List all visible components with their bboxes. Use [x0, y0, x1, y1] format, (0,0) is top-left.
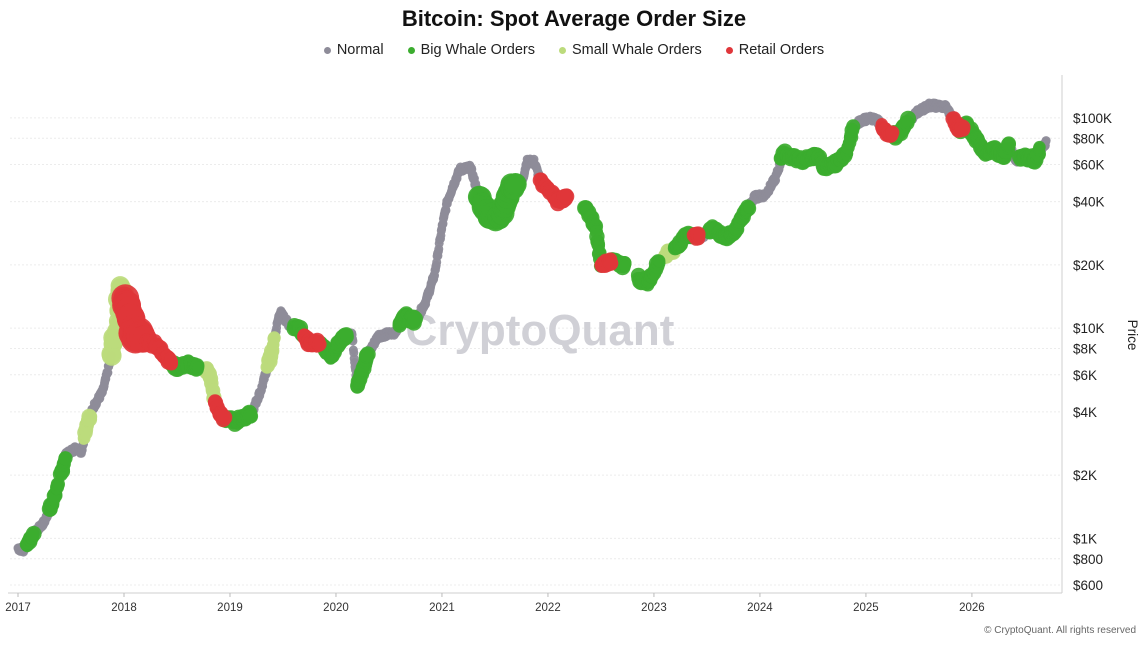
y-tick-label: $40K — [1073, 195, 1105, 210]
point-big-whale-orders — [52, 479, 65, 492]
legend-marker-big-whale-orders — [407, 46, 415, 54]
x-tick-label: 2022 — [535, 602, 561, 614]
point-big-whale-orders — [1001, 136, 1016, 151]
point-big-whale-orders — [619, 260, 631, 272]
watermark: CryptoQuant — [406, 306, 675, 355]
legend-item-normal[interactable]: Normal — [323, 42, 384, 58]
y-axis: $100K $80K $60K $40K $20K $10K $8K $6K $4K $2K $1K… — [1061, 75, 1112, 593]
point-big-whale-orders — [359, 346, 376, 363]
y-tick-label: $6K — [1073, 368, 1097, 383]
point-big-whale-orders — [192, 361, 204, 373]
legend-label-normal: Normal — [336, 42, 384, 58]
legend-label-small-whale-orders: Small Whale Orders — [572, 42, 702, 58]
point-big-whale-orders — [244, 410, 258, 424]
y-axis-label: Price — [1125, 320, 1140, 351]
point-retail-orders — [314, 339, 326, 351]
y-tick-label: $800 — [1073, 552, 1103, 567]
x-tick-label: 2021 — [429, 602, 455, 614]
point-big-whale-orders — [1033, 140, 1046, 154]
y-tick-label: $80K — [1073, 131, 1105, 146]
x-tick-label: 2017 — [5, 602, 31, 614]
x-tick-label: 2018 — [111, 602, 137, 614]
point-big-whale-orders — [900, 110, 917, 127]
point-retail-orders — [885, 125, 900, 140]
point-big-whale-orders — [58, 451, 73, 466]
chart-title: Bitcoin: Spot Average Order Size — [401, 6, 747, 31]
legend: Normal Big Whale Orders Small Whale Orders… — [0, 42, 1148, 58]
point-big-whale-orders — [743, 201, 756, 214]
x-axis: 2017 2018 2019 2020 2021 2022 2023 2024 2025 2026 — [5, 592, 1062, 614]
legend-item-big-whale-orders[interactable]: Big Whale Orders — [407, 42, 535, 58]
y-tick-label: $1K — [1073, 531, 1097, 546]
y-tick-label: $8K — [1073, 342, 1097, 357]
series-retail-orders — [111, 111, 971, 428]
point-retail-orders — [165, 357, 178, 371]
y-tick-label: $2K — [1073, 468, 1097, 483]
x-tick-label: 2023 — [641, 602, 667, 614]
legend-marker-retail-orders — [725, 46, 733, 54]
y-tick-label: $10K — [1073, 321, 1105, 336]
point-retail-orders — [560, 188, 573, 201]
legend-label-big-whale-orders: Big Whale Orders — [420, 42, 535, 58]
scatter-points — [13, 98, 1051, 557]
point-retail-orders — [956, 123, 971, 137]
x-tick-label: 2019 — [217, 602, 243, 614]
y-tick-label: $60K — [1073, 158, 1105, 173]
point-retail-orders — [216, 409, 233, 426]
legend-marker-normal — [323, 46, 331, 54]
y-tick-label: $100K — [1073, 111, 1112, 126]
point-retail-orders — [604, 256, 619, 271]
point-big-whale-orders — [846, 119, 861, 134]
x-tick-label: 2024 — [747, 602, 773, 614]
copyright-notice: © CryptoQuant. All rights reserved — [984, 625, 1136, 636]
legend-item-retail-orders[interactable]: Retail Orders — [725, 42, 825, 58]
legend-marker-small-whale-orders — [559, 46, 566, 54]
point-small-whale-orders — [267, 331, 281, 345]
point-big-whale-orders — [407, 311, 424, 327]
legend-label-retail-orders: Retail Orders — [738, 42, 825, 58]
point-big-whale-orders — [506, 175, 526, 194]
point-big-whale-orders — [653, 254, 666, 267]
point-big-whale-orders — [25, 525, 42, 542]
point-big-whale-orders — [339, 327, 354, 342]
point-small-whale-orders — [83, 409, 98, 424]
x-tick-label: 2025 — [853, 602, 879, 614]
y-tick-label: $20K — [1073, 258, 1105, 273]
x-tick-label: 2026 — [959, 602, 985, 614]
x-tick-label: 2020 — [323, 602, 349, 614]
y-tick-label: $4K — [1073, 405, 1097, 420]
point-retail-orders — [693, 229, 706, 242]
y-tick-label: $600 — [1073, 578, 1103, 593]
legend-item-small-whale-orders[interactable]: Small Whale Orders — [559, 42, 702, 58]
